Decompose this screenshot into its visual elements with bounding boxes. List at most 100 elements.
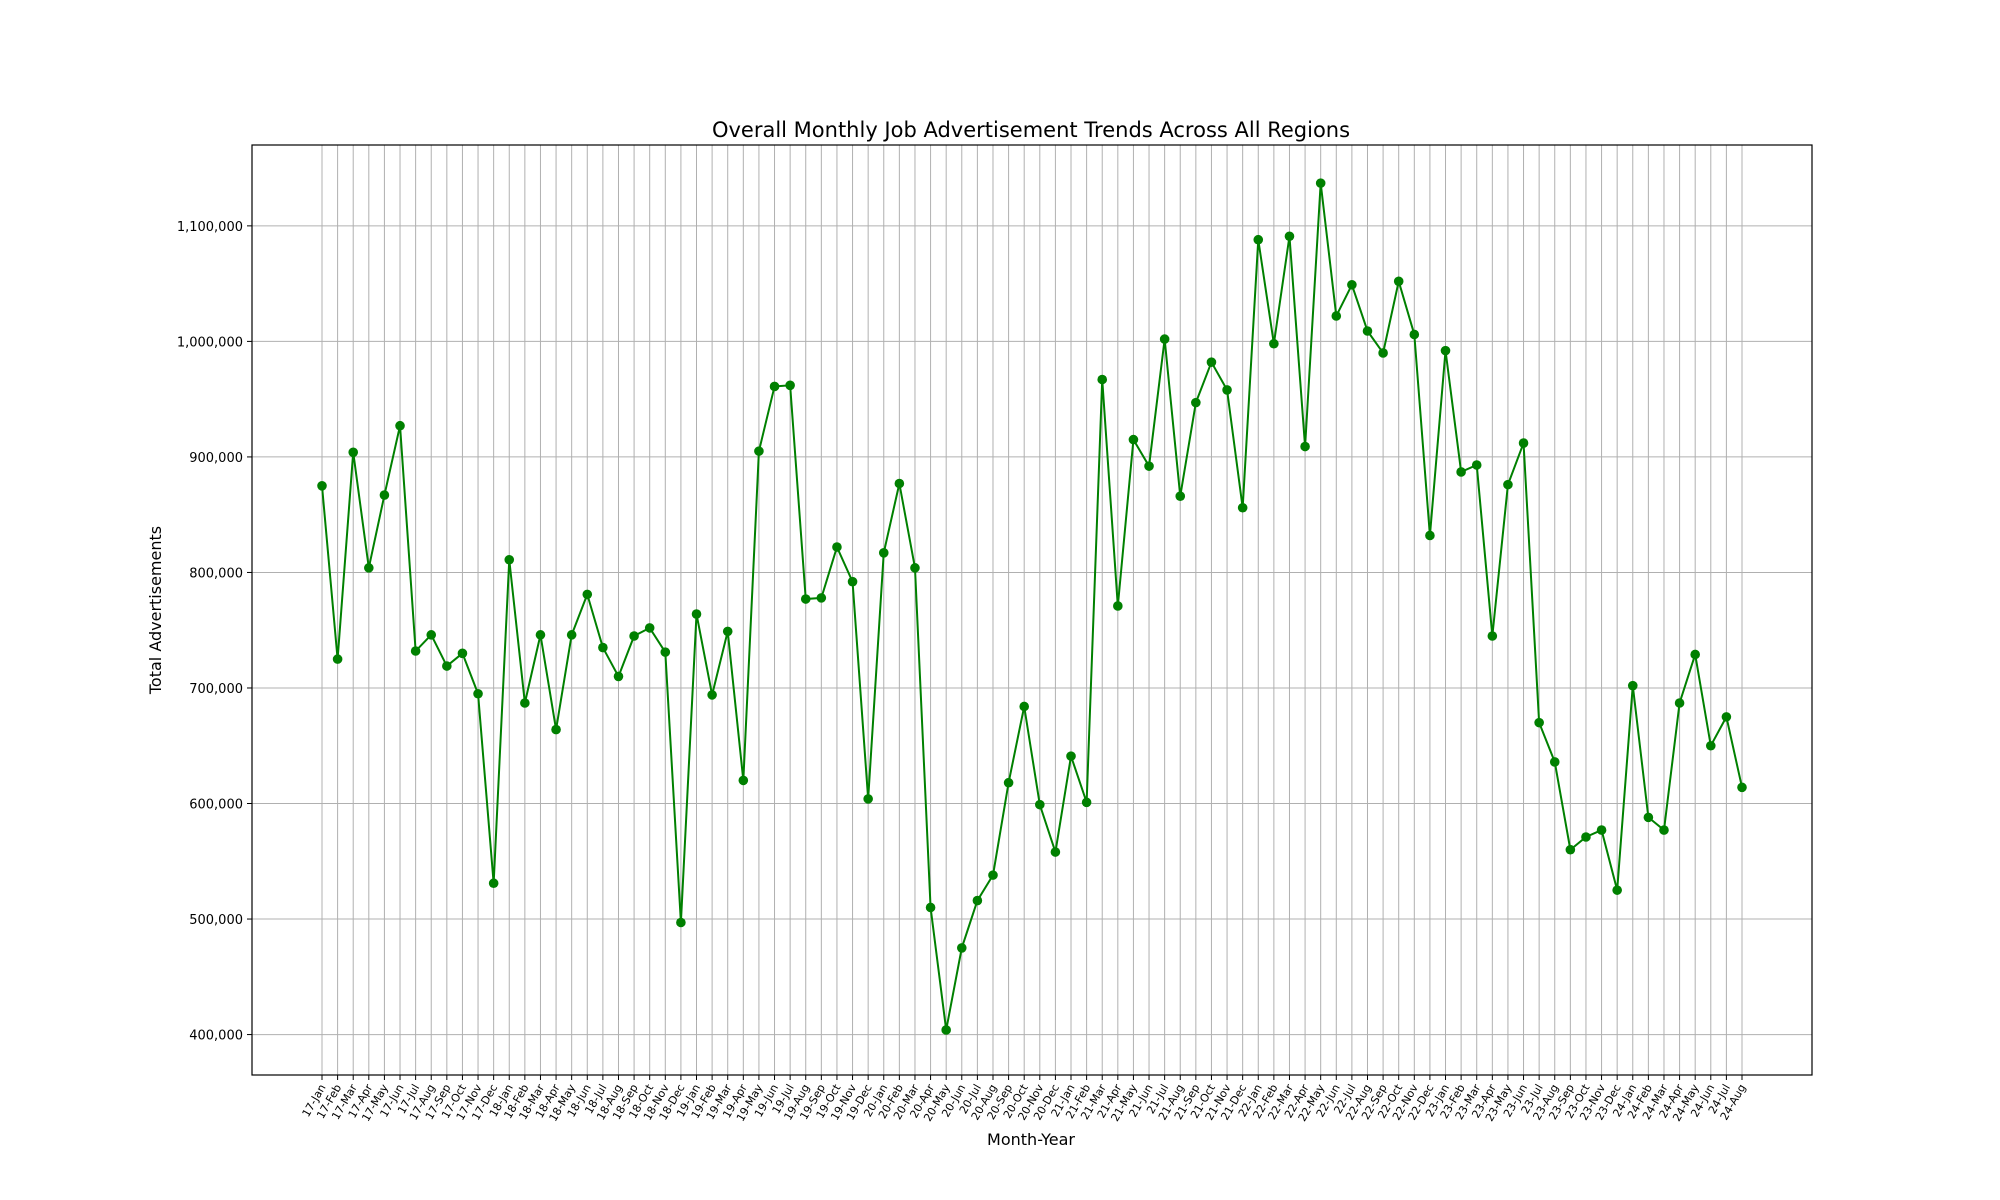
data-point xyxy=(1659,825,1669,835)
data-point xyxy=(488,878,499,889)
data-point xyxy=(925,902,936,913)
data-point xyxy=(738,775,749,786)
data-point xyxy=(457,648,468,659)
data-point xyxy=(332,654,343,664)
data-point xyxy=(566,630,577,640)
data-point xyxy=(1425,530,1435,541)
data-point xyxy=(1534,717,1544,728)
data-point xyxy=(1253,234,1264,245)
data-point xyxy=(1128,434,1139,445)
y-tick-label: 600,000 xyxy=(189,798,243,813)
data-point xyxy=(535,630,546,640)
data-point xyxy=(551,724,561,735)
data-point xyxy=(1222,385,1232,395)
data-point xyxy=(1549,757,1560,767)
data-point xyxy=(1643,812,1654,823)
y-tick-label: 700,000 xyxy=(189,682,243,697)
data-point xyxy=(956,943,967,953)
data-point xyxy=(1113,601,1123,611)
data-point xyxy=(1237,502,1248,513)
data-point xyxy=(1440,345,1451,356)
data-point xyxy=(1393,276,1404,287)
data-point xyxy=(1581,832,1591,842)
data-point xyxy=(629,631,639,641)
data-point xyxy=(1300,441,1310,452)
data-point xyxy=(613,671,624,682)
data-point xyxy=(1347,279,1357,290)
y-axis-label: Total Advertisements xyxy=(146,526,165,695)
data-point xyxy=(473,688,483,699)
y-tick-label: 500,000 xyxy=(189,913,243,928)
plot-area xyxy=(251,144,1813,1076)
data-point xyxy=(1159,334,1170,344)
data-point xyxy=(1191,397,1201,408)
data-point xyxy=(1565,844,1576,855)
grid xyxy=(252,145,1812,1075)
y-axis-ticks: 400,000 500,000 600,000 700,000 800,000 900,0… xyxy=(177,220,252,1044)
data-point xyxy=(410,646,421,656)
y-tick-label: 1,100,000 xyxy=(177,220,243,235)
data-point xyxy=(582,589,593,600)
data-point xyxy=(1315,178,1326,188)
data-point xyxy=(1721,712,1732,722)
y-tick-label: 1,000,000 xyxy=(177,335,243,350)
data-point xyxy=(847,576,858,587)
data-point xyxy=(644,623,655,633)
data-point xyxy=(676,917,686,928)
data-point xyxy=(348,447,359,458)
data-point xyxy=(754,446,764,456)
data-point xyxy=(1284,231,1295,242)
data-point xyxy=(426,630,437,640)
y-tick-label: 400,000 xyxy=(189,1029,243,1044)
data-point xyxy=(1596,825,1607,835)
data-point xyxy=(504,554,515,565)
x-axis-ticks: 17-Jan17-Feb17-Mar17-Apr17-May17-Jun17-J… xyxy=(300,1075,1749,1124)
data-point xyxy=(520,698,530,708)
data-point xyxy=(1175,491,1186,502)
data-point xyxy=(1737,782,1747,793)
data-point xyxy=(988,870,998,880)
y-tick-label: 800,000 xyxy=(189,566,243,581)
data-point xyxy=(1066,751,1076,761)
data-point xyxy=(1627,680,1638,691)
data-point xyxy=(1003,777,1014,788)
data-point xyxy=(1674,698,1685,708)
data-point xyxy=(1456,467,1466,477)
data-point xyxy=(1050,847,1061,857)
data-point xyxy=(1362,326,1373,336)
data-point xyxy=(1206,357,1217,367)
data-point xyxy=(1409,329,1420,340)
data-point xyxy=(722,626,733,637)
data-points xyxy=(317,178,1747,1035)
data-point xyxy=(800,594,811,604)
data-point xyxy=(1705,740,1716,751)
data-point xyxy=(442,661,452,671)
data-point xyxy=(707,690,717,700)
data-point xyxy=(691,609,702,619)
data-point xyxy=(1471,460,1482,470)
data-point xyxy=(1097,374,1108,385)
data-point xyxy=(1144,461,1154,471)
data-point xyxy=(1690,649,1700,660)
data-point xyxy=(910,563,920,573)
data-point xyxy=(785,380,795,391)
x-axis-label: Month-Year xyxy=(987,1130,1075,1149)
data-point xyxy=(816,593,827,603)
data-point xyxy=(941,1025,951,1035)
data-point xyxy=(317,481,327,491)
data-point xyxy=(832,542,842,552)
data-point xyxy=(1487,631,1498,641)
data-point xyxy=(1019,701,1029,712)
series-line xyxy=(321,183,1743,1031)
data-point xyxy=(364,563,374,573)
data-point xyxy=(894,478,905,489)
data-point xyxy=(1518,438,1529,448)
data-point xyxy=(972,895,983,906)
data-point xyxy=(1612,885,1622,895)
data-point xyxy=(1081,797,1092,808)
data-point xyxy=(379,490,390,500)
data-point xyxy=(395,420,405,431)
data-point xyxy=(769,381,780,392)
